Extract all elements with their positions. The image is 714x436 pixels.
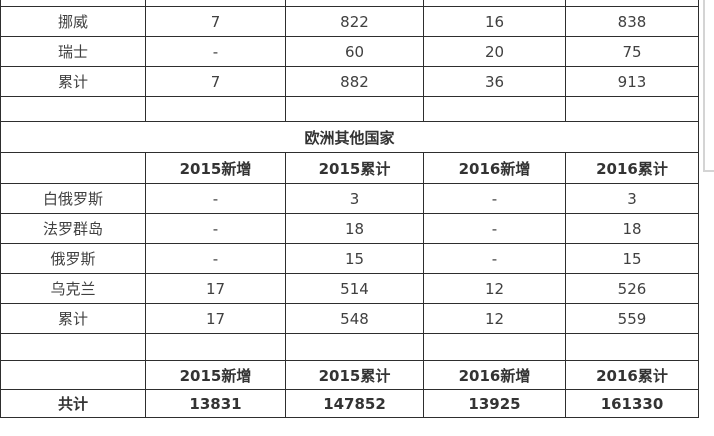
empty-cell xyxy=(285,96,424,122)
column-header-cell: 2015新增 xyxy=(145,152,286,184)
country-cell: 累计 xyxy=(0,303,146,334)
spacer-row xyxy=(0,96,699,122)
section-title: 欧洲其他国家 xyxy=(0,121,699,153)
value-cell: 15 xyxy=(565,243,699,274)
scrollbar-track-line xyxy=(703,0,705,170)
value-cell: 36 xyxy=(423,66,566,97)
column-header-cell: 2016新增 xyxy=(423,360,566,390)
grand-total-value-cell: 13831 xyxy=(145,389,286,418)
column-header-cell: 2016累计 xyxy=(565,360,699,390)
empty-header-cell xyxy=(0,152,146,184)
empty-cell xyxy=(565,333,699,361)
value-cell: - xyxy=(145,36,286,67)
country-cell: 乌克兰 xyxy=(0,273,146,304)
value-cell: 838 xyxy=(565,6,699,37)
value-cell: 12 xyxy=(423,303,566,334)
value-cell: - xyxy=(145,213,286,244)
value-cell: 559 xyxy=(565,303,699,334)
column-header-cell: 2015累计 xyxy=(285,360,424,390)
value-cell: 882 xyxy=(285,66,424,97)
column-header-row-totals: 2015新增 2015累计 2016新增 2016累计 xyxy=(0,360,699,390)
value-cell: 18 xyxy=(285,213,424,244)
value-cell: 913 xyxy=(565,66,699,97)
grand-total-label-cell: 共计 xyxy=(0,389,146,418)
value-cell: 18 xyxy=(565,213,699,244)
country-cell: 白俄罗斯 xyxy=(0,183,146,214)
row-grand-total: 共计 13831 147852 13925 161330 xyxy=(0,389,699,418)
value-cell: 548 xyxy=(285,303,424,334)
column-header-cell: 2015累计 xyxy=(285,152,424,184)
value-cell: 15 xyxy=(285,243,424,274)
empty-cell xyxy=(0,333,146,361)
country-cell: 瑞士 xyxy=(0,36,146,67)
value-cell: - xyxy=(145,183,286,214)
row-norway: 挪威 7 822 16 838 xyxy=(0,6,699,37)
value-cell: 17 xyxy=(145,273,286,304)
value-cell: 7 xyxy=(145,66,286,97)
statistics-table: 挪威 7 822 16 838 瑞士 - 60 20 75 累计 7 882 3… xyxy=(0,0,699,418)
row-subtotal-other: 累计 17 548 12 559 xyxy=(0,303,699,334)
empty-cell xyxy=(565,96,699,122)
value-cell: 12 xyxy=(423,273,566,304)
value-cell: - xyxy=(423,243,566,274)
row-subtotal-nordic: 累计 7 882 36 913 xyxy=(0,66,699,97)
value-cell: 75 xyxy=(565,36,699,67)
scrollbar-track-foot xyxy=(703,170,714,172)
row-faroe-islands: 法罗群岛 - 18 - 18 xyxy=(0,213,699,244)
empty-cell xyxy=(145,333,286,361)
row-ukraine: 乌克兰 17 514 12 526 xyxy=(0,273,699,304)
value-cell: 3 xyxy=(285,183,424,214)
country-cell: 法罗群岛 xyxy=(0,213,146,244)
grand-total-value-cell: 161330 xyxy=(565,389,699,418)
grand-total-value-cell: 13925 xyxy=(423,389,566,418)
value-cell: 822 xyxy=(285,6,424,37)
grand-total-value-cell: 147852 xyxy=(285,389,424,418)
empty-cell xyxy=(423,96,566,122)
value-cell: 16 xyxy=(423,6,566,37)
column-header-cell: 2016新增 xyxy=(423,152,566,184)
value-cell: 17 xyxy=(145,303,286,334)
spacer-row xyxy=(0,333,699,361)
country-cell: 挪威 xyxy=(0,6,146,37)
empty-header-cell xyxy=(0,360,146,390)
value-cell: 20 xyxy=(423,36,566,67)
value-cell: - xyxy=(423,213,566,244)
column-header-cell: 2016累计 xyxy=(565,152,699,184)
scrollbar-edge-fragment[interactable] xyxy=(700,0,714,176)
country-cell: 俄罗斯 xyxy=(0,243,146,274)
value-cell: 514 xyxy=(285,273,424,304)
column-header-row: 2015新增 2015累计 2016新增 2016累计 xyxy=(0,152,699,184)
empty-cell xyxy=(0,96,146,122)
section-title-row: 欧洲其他国家 xyxy=(0,121,699,153)
value-cell: 60 xyxy=(285,36,424,67)
value-cell: 3 xyxy=(565,183,699,214)
value-cell: 7 xyxy=(145,6,286,37)
column-header-cell: 2015新增 xyxy=(145,360,286,390)
row-belarus: 白俄罗斯 - 3 - 3 xyxy=(0,183,699,214)
empty-cell xyxy=(145,96,286,122)
value-cell: 526 xyxy=(565,273,699,304)
empty-cell xyxy=(423,333,566,361)
empty-cell xyxy=(285,333,424,361)
row-russia: 俄罗斯 - 15 - 15 xyxy=(0,243,699,274)
value-cell: - xyxy=(145,243,286,274)
row-switzerland: 瑞士 - 60 20 75 xyxy=(0,36,699,67)
value-cell: - xyxy=(423,183,566,214)
country-cell: 累计 xyxy=(0,66,146,97)
